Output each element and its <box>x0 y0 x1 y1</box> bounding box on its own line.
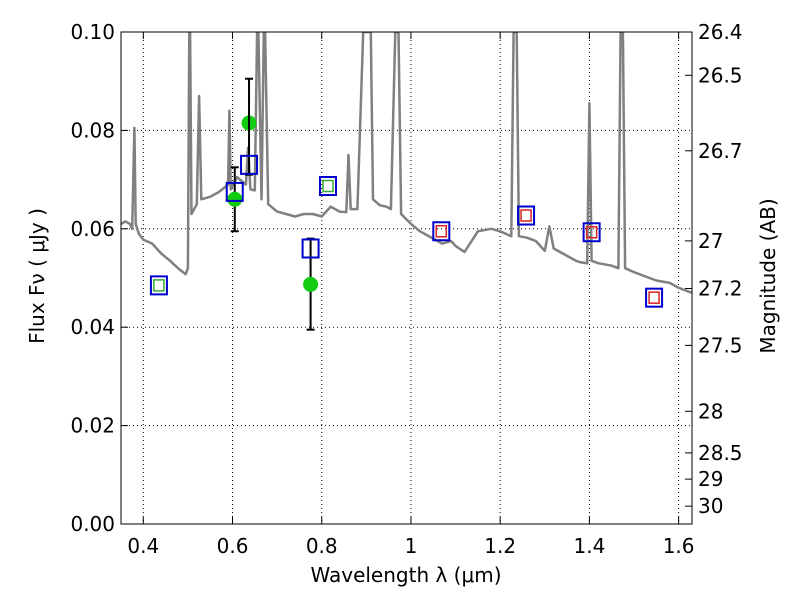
x-tick-label: 1 <box>405 534 418 558</box>
model-band-marker <box>225 181 244 202</box>
y-axis-label: Flux Fν ( μJy ) <box>25 208 49 344</box>
x-tick-label: 1.2 <box>484 534 516 558</box>
right-tick-label: 26.7 <box>698 139 743 163</box>
right-tick-label: 27.5 <box>698 333 743 357</box>
model-band-marker <box>517 205 536 226</box>
model-band-marker <box>432 221 451 242</box>
model-band-marker <box>149 275 168 296</box>
plot-frame <box>120 31 693 525</box>
y-tick-label: 0.00 <box>70 512 115 536</box>
photometry-point <box>227 191 243 207</box>
right-axis-label: Magnitude (AB) <box>756 198 780 353</box>
inner-band-marker <box>435 225 448 238</box>
y-tick-label: 0.08 <box>70 118 115 142</box>
model-band-marker <box>582 222 601 243</box>
x-tick-label: 1.6 <box>663 534 695 558</box>
inner-band-marker <box>585 225 598 239</box>
x-tick-label: 1.4 <box>573 534 605 558</box>
right-tick-label: 26.5 <box>698 63 743 87</box>
y-tick-label: 0.06 <box>70 217 115 241</box>
x-axis-label: Wavelength λ (μm) <box>310 563 501 587</box>
inner-band-marker <box>322 179 334 193</box>
y-tick-label: 0.04 <box>70 315 115 339</box>
model-band-marker <box>240 154 259 175</box>
right-tick-label: 27 <box>698 229 723 253</box>
model-band-marker <box>645 287 664 308</box>
grid-lines <box>121 32 692 524</box>
photometry-point <box>303 276 319 292</box>
right-tick-label: 29 <box>698 467 723 491</box>
ticks-layer: 0.4 0.6 0.8 1 1.2 1.4 1.6 0.00 0.02 0.04 0.06 0.08 0… <box>70 20 742 558</box>
right-tick-label: 28 <box>698 399 723 423</box>
markers-layer <box>149 77 664 331</box>
right-tick-label: 30 <box>698 494 723 518</box>
y-tick-label: 0.02 <box>70 414 115 438</box>
right-tick-label: 28.5 <box>698 441 743 465</box>
y-tick-label: 0.10 <box>70 20 115 44</box>
spectrum-layer <box>121 32 692 294</box>
spectrum-line <box>121 32 692 294</box>
model-band-marker <box>318 175 337 196</box>
right-tick-label: 27.2 <box>698 277 743 301</box>
inner-band-marker <box>648 291 660 304</box>
inner-band-marker <box>153 279 165 292</box>
model-band-marker <box>301 238 320 259</box>
x-tick-label: 0.8 <box>306 534 338 558</box>
inner-band-marker <box>520 209 532 222</box>
x-tick-label: 0.4 <box>127 534 159 558</box>
right-tick-label: 26.4 <box>698 20 743 44</box>
x-tick-label: 0.6 <box>217 534 249 558</box>
